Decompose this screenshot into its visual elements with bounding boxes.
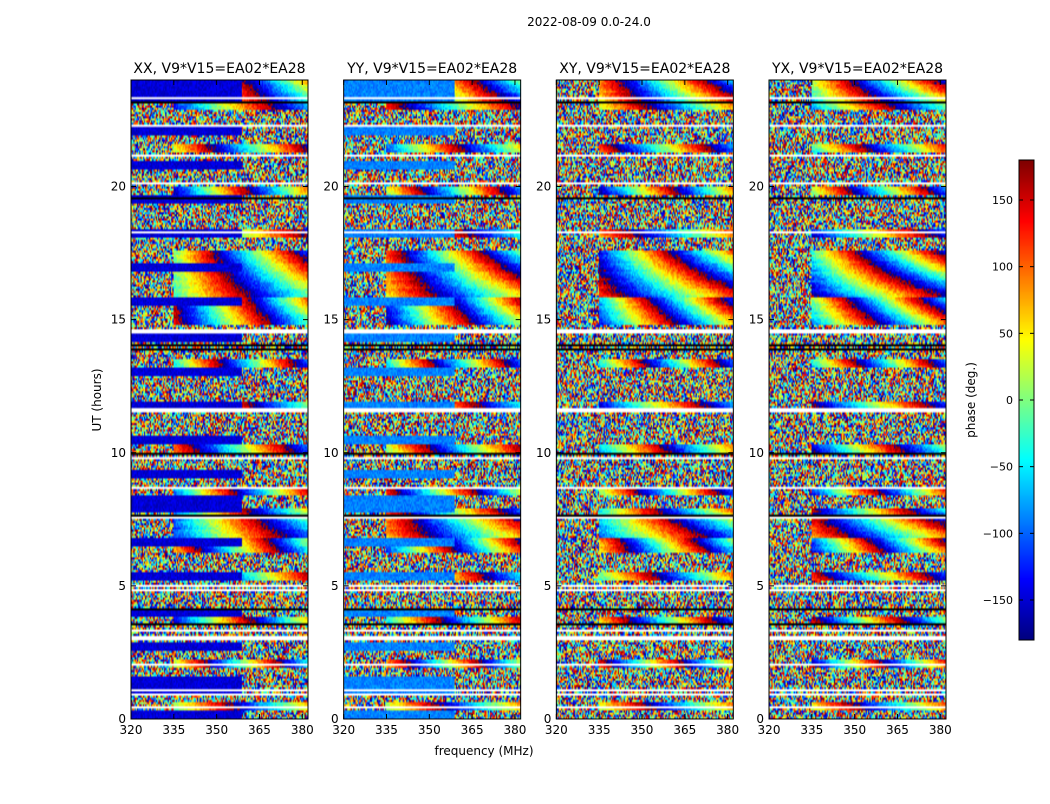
y-tick-label: 5 (544, 579, 552, 593)
panel-heatmap (556, 80, 734, 719)
y-tick-label: 15 (323, 313, 338, 327)
x-tick-label: 320 (545, 723, 568, 737)
x-tick-label: 365 (886, 723, 909, 737)
x-tick-label: 320 (120, 723, 143, 737)
y-axis-label: UT (hours) (90, 368, 104, 431)
panel-frame (130, 79, 309, 720)
y-tick-label: 10 (749, 446, 764, 460)
panel-xx: XX, V9*V15=EA02*EA28 320 335 350 365 380 0 5 10 1… (111, 61, 314, 737)
panel-heatmap (131, 80, 308, 719)
y-tick-label: 20 (323, 180, 338, 194)
y-tick-label: 20 (749, 180, 764, 194)
x-tick-label: 335 (800, 723, 823, 737)
panel-frame (343, 79, 522, 720)
colorbar-tick-label: −150 (983, 594, 1013, 607)
colorbar: −150 −100 −50 0 50 100 150 (983, 159, 1035, 641)
x-tick-label: 365 (673, 723, 696, 737)
x-tick-label: 365 (248, 723, 271, 737)
panel-title: YY, V9*V15=EA02*EA28 (346, 61, 517, 77)
y-tick-label: 0 (544, 712, 552, 726)
colorbar-tick-label: 150 (992, 194, 1013, 207)
colorbar-tick-label: 100 (992, 261, 1013, 274)
x-tick-label: 335 (162, 723, 185, 737)
y-tick-label: 10 (323, 446, 338, 460)
y-tick-label: 0 (118, 712, 126, 726)
y-tick-label: 15 (111, 313, 126, 327)
x-tick-label: 335 (375, 723, 398, 737)
panel-heatmap (343, 80, 521, 719)
y-tick-label: 15 (749, 313, 764, 327)
x-tick-label: 320 (758, 723, 781, 737)
x-tick-label: 350 (631, 723, 654, 737)
x-tick-label: 380 (504, 723, 527, 737)
y-tick-label: 5 (331, 579, 339, 593)
x-tick-label: 350 (205, 723, 228, 737)
y-tick-label: 10 (536, 446, 551, 460)
x-axis-label: frequency (MHz) (434, 744, 533, 758)
colorbar-tick-label: −100 (983, 527, 1013, 540)
x-tick-label: 350 (418, 723, 441, 737)
panel-title: YX, V9*V15=EA02*EA28 (771, 61, 943, 77)
panel-yy: YY, V9*V15=EA02*EA28 320 335 350 365 380 0 5 10 1… (323, 61, 526, 737)
y-tick-label: 5 (118, 579, 126, 593)
y-tick-label: 5 (756, 579, 764, 593)
colorbar-label: phase (deg.) (964, 362, 978, 438)
x-tick-label: 320 (332, 723, 355, 737)
panel-title: XX, V9*V15=EA02*EA28 (133, 61, 305, 77)
colorbar-tick-label: 50 (999, 327, 1013, 340)
colorbar-gradient (1019, 160, 1034, 640)
panel-yx: YX, V9*V15=EA02*EA28 320 335 350 365 380 0 5 10 1… (749, 61, 952, 737)
panel-xy: XY, V9*V15=EA02*EA28 320 335 350 365 380 0 5 10 1… (536, 61, 739, 737)
colorbar-tick-label: 0 (1006, 394, 1013, 407)
x-tick-label: 380 (929, 723, 952, 737)
x-tick-label: 365 (461, 723, 484, 737)
x-tick-label: 380 (716, 723, 739, 737)
figure-suptitle: 2022-08-09 0.0-24.0 (527, 15, 651, 29)
x-tick-label: 380 (291, 723, 314, 737)
panel-frame (768, 79, 947, 720)
panel-heatmap (769, 80, 947, 719)
y-tick-label: 0 (756, 712, 764, 726)
y-tick-label: 20 (536, 180, 551, 194)
x-tick-label: 350 (843, 723, 866, 737)
colorbar-tick-label: −50 (990, 461, 1013, 474)
panels-group: XX, V9*V15=EA02*EA28 320 335 350 365 380 0 5 10 1… (111, 61, 952, 737)
panel-title: XY, V9*V15=EA02*EA28 (559, 61, 730, 77)
panel-frame (555, 79, 734, 720)
y-tick-label: 0 (331, 712, 339, 726)
y-tick-label: 15 (536, 313, 551, 327)
y-tick-label: 10 (111, 446, 126, 460)
y-tick-label: 20 (111, 180, 126, 194)
x-tick-label: 335 (588, 723, 611, 737)
